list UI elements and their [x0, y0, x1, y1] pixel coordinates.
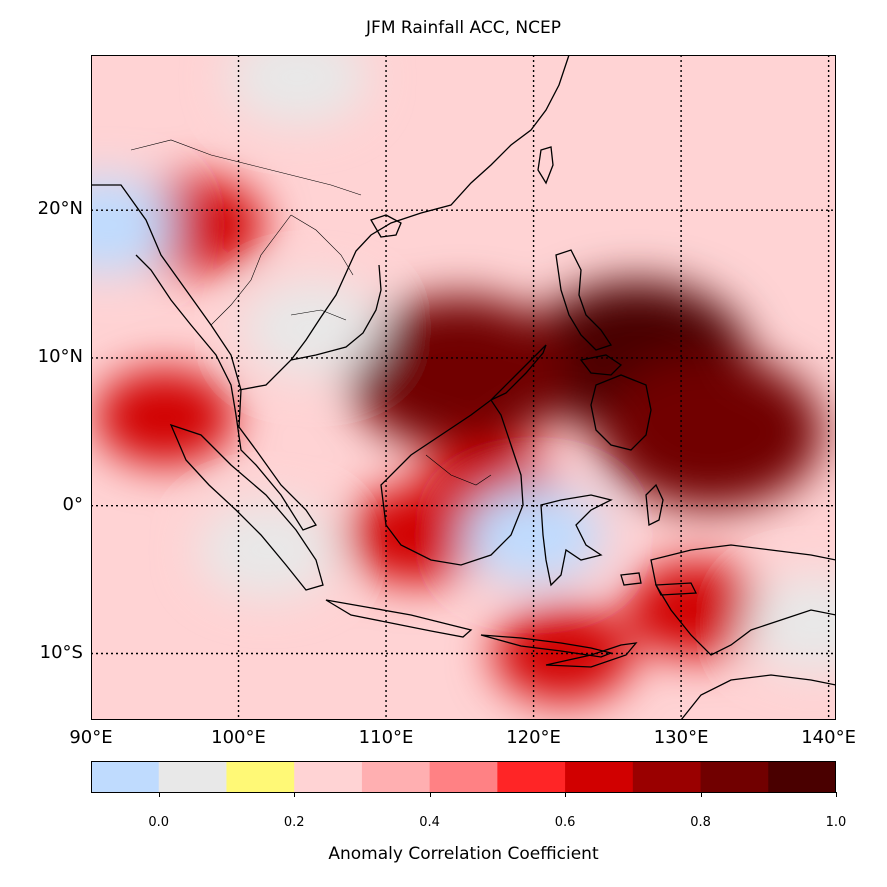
coastline-vietnam — [238, 55, 570, 391]
colorbar-segment — [768, 761, 836, 792]
colorbar-segment — [700, 761, 769, 792]
coastline-java — [325, 599, 473, 638]
map-area[interactable] — [91, 55, 836, 720]
lon-tick-label: 100°E — [211, 727, 266, 748]
coastline-seram — [654, 582, 698, 596]
colorbar-tick-label: 0.0 — [148, 815, 170, 830]
colorbar-tick-label: 0.4 — [419, 815, 440, 830]
colorbar-tick-mark — [158, 792, 160, 797]
coastlines — [91, 55, 836, 720]
colorbar-tick-mark — [700, 792, 702, 797]
colorbar-segment — [226, 761, 295, 792]
coastline-mindanao — [590, 374, 652, 451]
coastline-timor — [545, 642, 638, 668]
border-borneo — [425, 454, 492, 486]
gridlines — [91, 55, 836, 720]
colorbar-tick-mark — [836, 792, 837, 797]
lat-tick-label: 10°N — [37, 345, 83, 367]
coastline-taiwan — [537, 146, 554, 185]
field-blob-8 — [625, 561, 766, 658]
lat-tick-label: 20°N — [37, 198, 83, 220]
colorbar-tick-label: 0.8 — [690, 815, 711, 830]
coastline-luzon — [555, 249, 613, 351]
border-china-north — [130, 139, 362, 196]
coastline-halmahera — [645, 483, 664, 527]
coastline-sulawesi — [540, 494, 613, 587]
coastline-buru — [620, 572, 642, 586]
border-cambodia — [290, 309, 347, 321]
colorbar-segment — [429, 761, 498, 792]
colorbar-tick-label: 0.2 — [283, 815, 305, 830]
field-blob-10 — [198, 502, 339, 599]
country-borders — [130, 139, 492, 486]
field-blob-2 — [598, 355, 823, 509]
field-blob-12 — [91, 176, 176, 273]
lon-tick-label: 110°E — [358, 727, 414, 748]
lon-tick-label: 130°E — [653, 727, 709, 748]
colorbar-tick-label: 1.0 — [825, 815, 847, 830]
colorbar-segment — [497, 761, 566, 792]
coastline-australia — [680, 674, 836, 720]
colorbar-segment — [294, 761, 363, 792]
lat-tick-label: 0° — [62, 493, 83, 515]
field-blob-3 — [94, 369, 235, 466]
coastline-sumatra — [169, 423, 324, 591]
coastline-mainland — [91, 184, 317, 531]
coastline-hainan — [370, 214, 402, 238]
border-myanmar-thailand — [210, 214, 292, 326]
field-blob-7 — [345, 487, 486, 584]
field-blob-11 — [242, 280, 383, 377]
coastline-visayas — [579, 354, 623, 376]
coastline-palawan — [490, 344, 547, 401]
lon-tick-label: 140°E — [801, 727, 856, 748]
colorbar-tick-mark — [429, 792, 431, 797]
colorbar-label: Anomaly Correlation Coefficient — [328, 844, 599, 864]
colorbar-tick-mark — [294, 792, 296, 797]
colorbar-segment — [565, 761, 634, 792]
field-contours — [91, 55, 836, 702]
colorbar-tick-label: 0.6 — [554, 815, 576, 830]
chart-title: JFM Rainfall ACC, NCEP — [366, 18, 561, 38]
field-blob-14 — [743, 575, 836, 672]
colorbar-segment — [632, 761, 702, 792]
colorbar — [91, 761, 836, 792]
field-blob-13 — [227, 55, 368, 126]
field-blob-5 — [493, 605, 634, 702]
lon-tick-label: 120°E — [506, 727, 561, 748]
border-laos — [290, 214, 354, 276]
coastline-new-guinea — [650, 544, 836, 656]
colorbar-segment — [158, 761, 227, 792]
lat-tick-label: 10°S — [39, 641, 83, 663]
colorbar-tick-mark — [565, 792, 567, 797]
coastline-borneo — [380, 399, 524, 566]
coastline-gulf-thailand — [290, 264, 382, 361]
field-blob-1 — [347, 295, 572, 450]
colorbar-segment — [361, 761, 431, 792]
lon-tick-label: 90°E — [69, 727, 113, 748]
colorbar-segment — [91, 761, 160, 792]
rainfall-acc-map — [91, 55, 836, 720]
